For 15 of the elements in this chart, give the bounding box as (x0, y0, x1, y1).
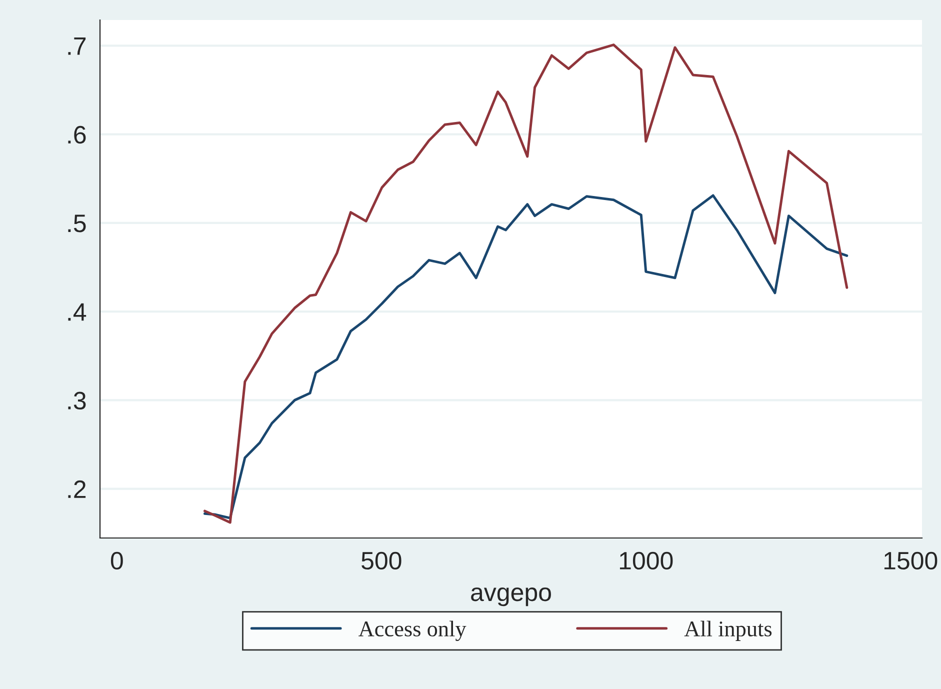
y-tick-label: .3 (68, 392, 86, 410)
y-tick-label: .7 (68, 38, 86, 55)
line-series (203, 194, 848, 520)
x-tick-label: 1500 (884, 552, 938, 570)
x-tick-label: 500 (362, 552, 402, 570)
legend-label: All inputs (684, 620, 772, 641)
y-tick-label: .4 (68, 303, 86, 321)
legend-label: Access only (358, 620, 466, 641)
x-tick-label: 1000 (620, 552, 673, 570)
x-tick-label: 0 (110, 552, 123, 570)
x-axis-title: avgepo (471, 587, 551, 606)
y-tick-label: .5 (68, 214, 86, 232)
y-tick-label: .6 (68, 126, 86, 144)
line-series (203, 44, 848, 524)
y-tick-label: .2 (68, 480, 86, 498)
